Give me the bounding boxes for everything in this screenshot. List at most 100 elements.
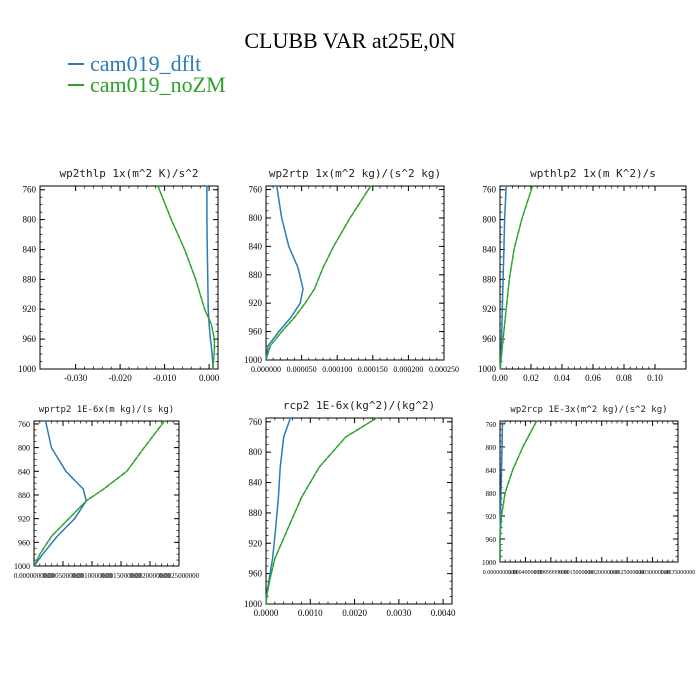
series-line-dflt [265, 417, 292, 605]
series-line-dflt [265, 185, 304, 361]
y-tick-label: 800 [249, 213, 263, 223]
y-tick-label: 840 [23, 244, 37, 254]
x-tick-label: 0.0010 [298, 608, 323, 618]
series-line-dflt [206, 185, 214, 370]
series-line-noZM [33, 420, 166, 567]
plot-frame [265, 417, 453, 605]
panel-title: rcp2 1E-6x(kg^2)/(kg^2) [283, 399, 435, 412]
y-tick-label: 920 [483, 304, 497, 314]
x-tick-label: 0.02 [523, 373, 539, 383]
x-tick-label: 0.10 [647, 373, 663, 383]
x-tick-label: 0.04 [554, 373, 570, 383]
y-tick-label: 960 [486, 536, 497, 544]
panel-title: wp2rcp 1E-3x(m^2 kg)/(s^2 kg) [510, 405, 667, 415]
series-line-noZM [265, 417, 378, 605]
x-tick-label: 0.0020000000 [130, 572, 171, 580]
y-tick-label: 840 [486, 467, 497, 475]
panel-title: wprtp2 1E-6x(m kg)/(s kg) [39, 405, 174, 415]
x-tick-label: -0.010 [153, 373, 177, 383]
x-tick-label: 0.0025000000 [159, 572, 200, 580]
series-line-noZM [157, 185, 216, 370]
y-tick-label: 1000 [14, 562, 30, 571]
y-tick-label: 840 [249, 478, 263, 488]
y-tick-label: 1000 [244, 355, 263, 365]
x-tick-label: 0.0015000000 [101, 572, 142, 580]
x-tick-label: 0.0009999999 [534, 570, 569, 576]
x-tick-label: 0.0000 [254, 608, 279, 618]
x-tick-label: 0.000250 [429, 365, 459, 374]
x-tick-label: 0.0030000000 [635, 570, 670, 576]
y-tick-label: 880 [249, 508, 263, 518]
y-tick-label: 920 [18, 515, 30, 524]
panel-title: wpthlp2 1x(m K^2)/s [530, 167, 656, 180]
panel-6: wp2rcp 1E-3x(m^2 kg)/(s^2 kg) 760 800 840 88… [482, 405, 695, 576]
x-tick-label: 0.000100 [322, 365, 352, 374]
panel-3: wpthlp2 1x(m K^2)/s 760 800 840 880 920 960 100… [478, 167, 687, 383]
panel-title: wp2rtp 1x(m^2 kg)/(s^2 kg) [269, 167, 441, 180]
legend-label-dflt: cam019_dflt [90, 51, 201, 76]
y-tick-label: 800 [23, 215, 37, 225]
y-tick-label: 960 [249, 327, 263, 337]
plot-frame [33, 420, 180, 567]
x-tick-label: 0.000200 [393, 365, 423, 374]
x-tick-label: -0.030 [64, 373, 88, 383]
x-tick-label: 0.000050 [287, 365, 317, 374]
legend-item-dflt: cam019_dflt [68, 51, 201, 76]
y-tick-label: 1000 [18, 364, 37, 374]
y-tick-label: 960 [483, 334, 497, 344]
legend-label-noZM: cam019_noZM [90, 72, 226, 97]
y-tick-label: 960 [23, 334, 37, 344]
series-line-noZM [265, 185, 372, 361]
x-tick-label: 0.0025000000 [610, 570, 645, 576]
x-tick-label: 0.0000000000 [14, 572, 55, 580]
x-tick-label: 0.0005000000 [43, 572, 84, 580]
x-tick-label: -0.020 [108, 373, 132, 383]
y-tick-label: 920 [249, 538, 263, 548]
y-tick-label: 1000 [482, 559, 497, 567]
y-tick-label: 760 [249, 417, 263, 427]
y-tick-label: 800 [486, 444, 497, 452]
x-tick-label: 0.000 [199, 373, 220, 383]
y-tick-label: 800 [18, 444, 30, 453]
legend: cam019_dflt cam019_noZM [68, 51, 226, 97]
panel-1: wp2thlp 1x(m^2 K)/s^2 760 800 840 880 920 960 1… [18, 167, 220, 383]
x-tick-label: 0.0000000000 [483, 570, 518, 576]
y-tick-label: 960 [18, 538, 30, 547]
panel-5: rcp2 1E-6x(kg^2)/(kg^2) 760 800 840 880 920 96… [244, 399, 456, 618]
y-tick-label: 920 [23, 304, 37, 314]
panel-2: wp2rtp 1x(m^2 kg)/(s^2 kg) 760 800 840 880 92… [244, 167, 459, 374]
y-tick-label: 880 [486, 490, 497, 498]
plot-frame [39, 185, 219, 370]
y-tick-label: 960 [249, 569, 263, 579]
y-tick-label: 760 [483, 185, 497, 195]
legend-item-noZM: cam019_noZM [68, 72, 226, 97]
x-tick-label: 0.00 [492, 373, 508, 383]
y-tick-label: 800 [483, 215, 497, 225]
y-tick-label: 880 [249, 270, 263, 280]
series-line-noZM [499, 185, 534, 370]
x-tick-label: 0.0040 [431, 608, 456, 618]
y-tick-label: 760 [249, 185, 263, 195]
plot-frame [499, 420, 679, 563]
x-tick-label: 0.000000 [251, 365, 281, 374]
x-tick-label: 0.0020000000 [584, 570, 619, 576]
x-tick-label: 0.0030 [386, 608, 411, 618]
series-line-dflt [499, 185, 507, 370]
x-tick-label: 0.0010000000 [72, 572, 113, 580]
y-tick-label: 880 [23, 274, 37, 284]
panel-4: wprtp2 1E-6x(m kg)/(s kg) 760 800 840 880 920… [14, 405, 200, 580]
x-tick-label: 0.0004999999 [508, 570, 543, 576]
series-line-noZM [499, 420, 538, 563]
y-tick-label: 840 [483, 244, 497, 254]
y-tick-label: 920 [249, 298, 263, 308]
y-tick-label: 840 [18, 467, 30, 476]
y-tick-label: 1000 [244, 599, 263, 609]
x-tick-label: 0.000150 [358, 365, 388, 374]
figure-title: CLUBB VAR at25E,0N [244, 28, 455, 53]
plot-frame [499, 185, 687, 370]
series-line-dflt [33, 420, 87, 567]
y-tick-label: 760 [486, 421, 497, 429]
panel-title: wp2thlp 1x(m^2 K)/s^2 [59, 167, 198, 180]
x-tick-label: 0.06 [585, 373, 601, 383]
